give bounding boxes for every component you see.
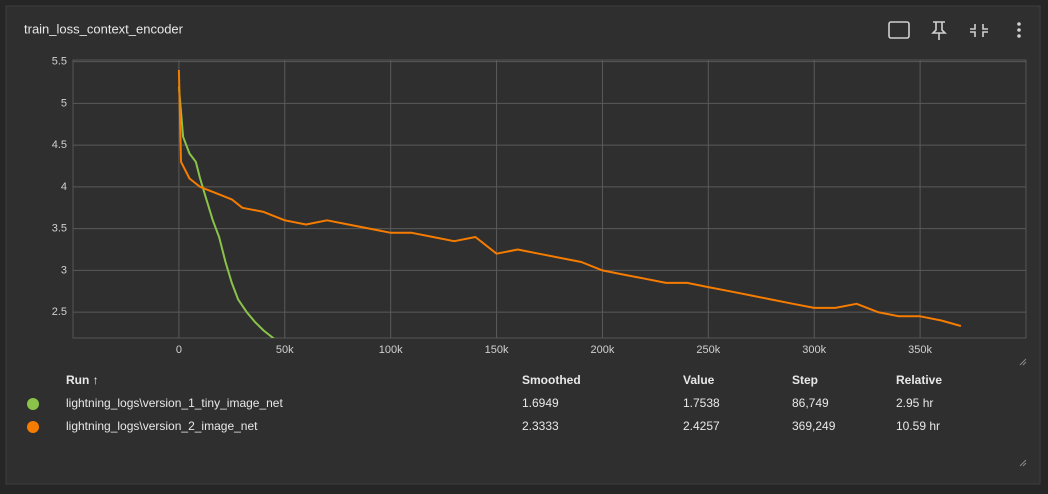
- table-cell: 10.59 hr: [896, 419, 940, 433]
- y-tick-label: 2.5: [52, 306, 67, 318]
- run-name: lightning_logs\version_2_image_net: [66, 419, 258, 433]
- y-tick-label: 5.5: [52, 56, 67, 68]
- x-tick-label: 150k: [485, 344, 509, 356]
- pin-icon[interactable]: [931, 21, 947, 40]
- plot: [177, 69, 962, 338]
- table-cell: 86,749: [792, 396, 829, 410]
- menu-icon[interactable]: [1017, 22, 1021, 38]
- series-line: [177, 86, 275, 338]
- table-header: Run ↑: [66, 373, 99, 387]
- plot-border: [72, 59, 1027, 339]
- table-header: Relative: [896, 373, 942, 387]
- run-color-dot: [27, 421, 39, 433]
- grid: 2.5 3 3.5 4 4.5 5 5.5 0 50k 100k 150k 200k 250k 300k 3…: [52, 56, 1027, 356]
- x-tick-label: 300k: [802, 344, 826, 356]
- y-tick-label: 4.5: [52, 139, 67, 151]
- run-color-dot: [27, 398, 39, 410]
- y-tick-label: 4: [61, 181, 67, 193]
- table-cell: 1.7538: [683, 396, 720, 410]
- run-table: Run ↑ Smoothed Value Step Relative lightning_…: [27, 373, 942, 433]
- x-tick-label: 100k: [379, 344, 403, 356]
- table-cell: 2.4257: [683, 419, 720, 433]
- y-tick-label: 3.5: [52, 223, 67, 235]
- x-tick-label: 50k: [276, 344, 294, 356]
- resize-handle[interactable]: [1019, 358, 1027, 366]
- x-tick-label: 350k: [908, 344, 932, 356]
- table-cell: 1.6949: [522, 396, 559, 410]
- x-tick-label: 0: [176, 344, 182, 356]
- table-cell: 369,249: [792, 419, 836, 433]
- table-header: Value: [683, 373, 715, 387]
- card-title: train_loss_context_encoder: [24, 21, 184, 36]
- x-tick-label: 200k: [591, 344, 615, 356]
- x-tick-label: 250k: [696, 344, 720, 356]
- resize-handle[interactable]: [1019, 459, 1027, 467]
- table-header: Smoothed: [522, 373, 581, 387]
- run-name: lightning_logs\version_1_tiny_image_net: [66, 396, 283, 410]
- table-header: Step: [792, 373, 818, 387]
- fit-icon[interactable]: [888, 21, 910, 39]
- y-tick-label: 3: [61, 264, 67, 276]
- table-cell: 2.3333: [522, 419, 559, 433]
- table-cell: 2.95 hr: [896, 396, 933, 410]
- card: [5, 5, 1041, 485]
- series-line: [177, 69, 962, 327]
- collapse-icon[interactable]: [970, 24, 988, 37]
- y-tick-label: 5: [61, 97, 67, 109]
